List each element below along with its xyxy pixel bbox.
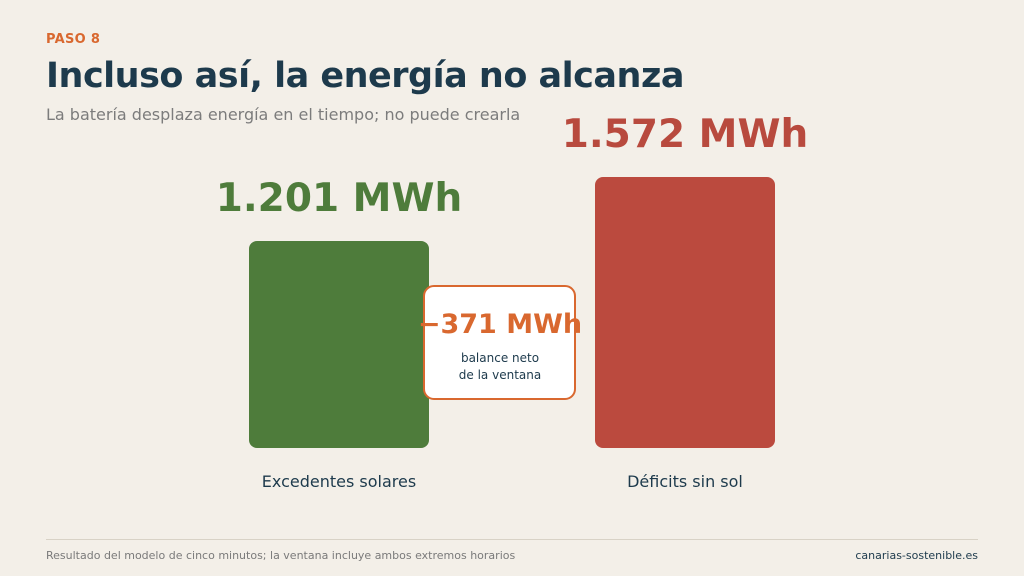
page-title: Incluso así, la energía no alcanza [46,56,684,96]
step-label: PASO 8 [46,32,101,47]
bar-value-label-1: 1.201 MWh [216,176,463,221]
net-balance-value: −371 MWh [418,309,582,340]
bar-2 [595,177,775,448]
net-balance-caption-line2: de la ventana [459,368,541,382]
net-balance-box [423,285,576,400]
page-subtitle: La batería desplaza energía en el tiempo… [46,105,521,124]
category-label-1: Excedentes solares [262,472,416,491]
footer-site: canarias-sostenible.es [855,549,978,562]
net-balance-caption-line1: balance neto [461,351,539,365]
footer-divider [46,539,978,540]
footer-note: Resultado del modelo de cinco minutos; l… [46,549,516,562]
bar-1 [249,240,429,448]
category-label-2: Déficits sin sol [627,472,743,491]
bar-value-label-2: 1.572 MWh [562,112,809,157]
